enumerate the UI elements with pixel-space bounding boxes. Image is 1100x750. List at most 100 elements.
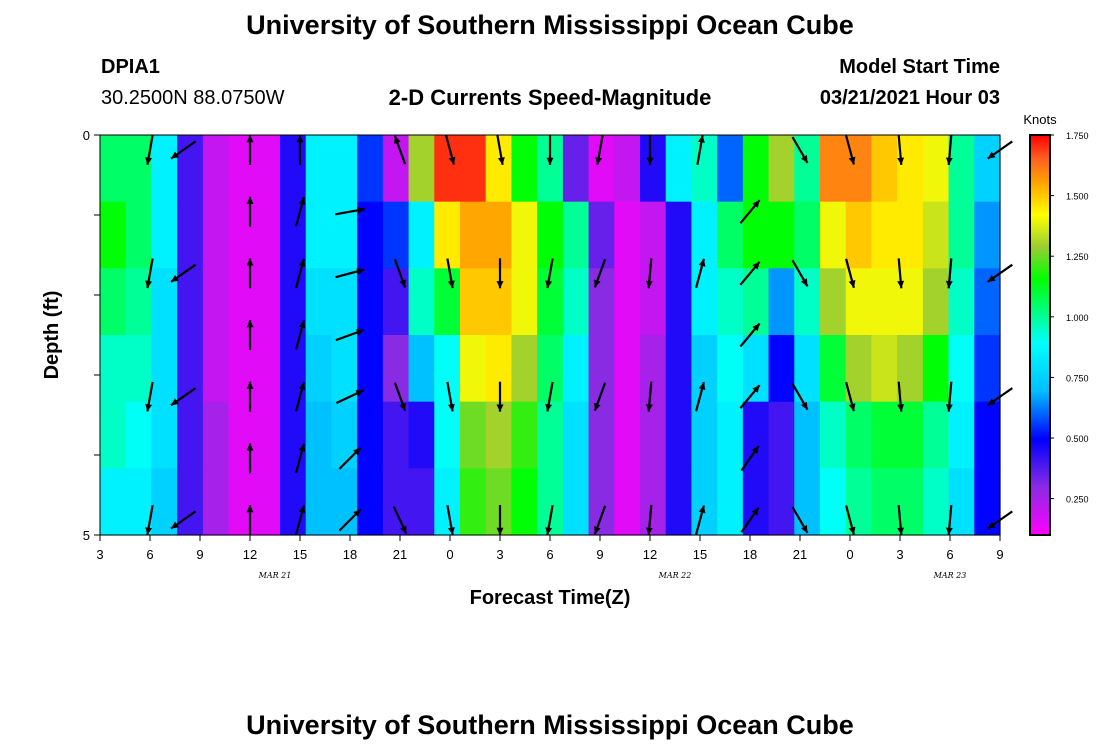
vector-head	[897, 404, 905, 412]
heatmap-cell	[640, 135, 667, 203]
colorbar-tick-label: 0.500	[1066, 434, 1089, 444]
heatmap-cell	[408, 335, 435, 403]
x-axis-label: Forecast Time(Z)	[470, 587, 631, 609]
vector-head	[752, 385, 760, 393]
current-vector	[335, 389, 365, 404]
vector-head	[987, 275, 996, 282]
x-tick-label: 15	[693, 547, 707, 562]
heatmap-cell	[408, 201, 435, 269]
heatmap-cell	[202, 335, 230, 403]
vector-head	[357, 206, 365, 214]
vector-head	[800, 525, 808, 533]
vector-head	[246, 135, 254, 143]
date-label: MAR 23	[933, 571, 967, 580]
heatmap-cell	[588, 201, 615, 269]
vector-head	[751, 446, 759, 454]
heatmap-cell	[948, 468, 975, 536]
current-vector	[791, 136, 809, 164]
heatmap-cell	[588, 401, 615, 469]
vector-head	[246, 320, 254, 328]
x-tick-label: 9	[596, 547, 603, 562]
x-tick-label: 18	[743, 547, 757, 562]
heatmap-cell	[280, 201, 307, 269]
current-vector	[295, 258, 306, 289]
heatmap-cell	[640, 335, 667, 403]
vector-head	[897, 527, 905, 535]
vector-head	[496, 527, 504, 535]
heatmap-cell	[254, 268, 281, 336]
vector-head	[698, 382, 706, 390]
heatmap-cell	[768, 468, 795, 536]
x-tick-label: 21	[393, 547, 407, 562]
heatmap-cell	[280, 335, 307, 403]
vector-head	[246, 381, 254, 389]
heatmap-cell	[742, 401, 770, 469]
heatmap-cell	[897, 135, 924, 203]
heatmap-cell	[717, 201, 744, 269]
current-vector	[897, 505, 905, 535]
heatmap-cell	[640, 468, 667, 536]
heatmap-cell	[460, 335, 487, 403]
heatmap-cell	[871, 401, 898, 469]
heatmap-cell	[768, 135, 795, 203]
heatmap-cell	[202, 268, 230, 336]
heatmap-cell	[974, 268, 1001, 336]
heatmap-cell	[845, 201, 873, 269]
heatmap-cell	[100, 135, 127, 203]
colorbar-tick-label: 1.750	[1066, 131, 1089, 141]
heatmap-cell	[742, 268, 770, 336]
current-vector	[296, 135, 304, 165]
heatmap-cell	[922, 268, 950, 336]
vector-head	[246, 505, 254, 513]
colorbar-tick-label: 0.250	[1066, 495, 1089, 505]
heatmap-cell	[794, 401, 821, 469]
heatmap-cell	[717, 268, 744, 336]
heatmap-cell	[254, 135, 281, 203]
heatmap-cell	[871, 268, 898, 336]
heatmap-cell	[562, 201, 590, 269]
current-vector	[897, 381, 905, 412]
current-vector	[845, 381, 856, 412]
current-vector	[845, 258, 856, 289]
vector-head	[800, 401, 808, 410]
heatmap-cell	[382, 335, 410, 403]
heatmap-cell	[665, 468, 693, 536]
current-vector	[145, 381, 154, 412]
vector-head	[697, 135, 705, 143]
current-vector	[392, 505, 408, 535]
vector-head	[447, 403, 455, 412]
current-vector	[496, 135, 505, 165]
vector-head	[945, 404, 953, 412]
heatmap-cell	[177, 268, 204, 336]
x-tick-label: 3	[496, 547, 503, 562]
heatmap-cell	[897, 201, 924, 269]
heatmap-cell	[820, 401, 847, 469]
page-title-top: University of Southern Mississippi Ocean…	[246, 10, 854, 40]
heatmap-cell	[202, 135, 230, 203]
heatmap-cell	[845, 268, 873, 336]
heatmap-cell	[511, 468, 538, 536]
vector-head	[496, 281, 504, 289]
heatmap-cell	[125, 468, 153, 536]
heatmap-cell	[460, 401, 487, 469]
current-vector	[791, 383, 809, 411]
current-vector	[446, 258, 455, 289]
vector-head	[897, 280, 905, 289]
current-vector	[546, 135, 554, 165]
heatmap-cell	[460, 135, 487, 203]
current-vector	[335, 268, 365, 279]
plot-title: 2-D Currents Speed-Magnitude	[388, 85, 712, 110]
vector-head	[645, 404, 653, 412]
heatmap-cell	[665, 335, 693, 403]
station-id: DPIA1	[101, 56, 160, 78]
heatmap-cell	[717, 401, 744, 469]
heatmap-cell	[434, 335, 461, 403]
current-vector	[945, 505, 953, 535]
vector-head	[145, 157, 153, 165]
current-vector	[545, 258, 554, 289]
current-vector	[335, 328, 365, 342]
heatmap-cell	[151, 468, 178, 536]
vector-head	[246, 258, 254, 266]
current-vector	[445, 135, 456, 165]
heatmap-cell	[408, 268, 435, 336]
